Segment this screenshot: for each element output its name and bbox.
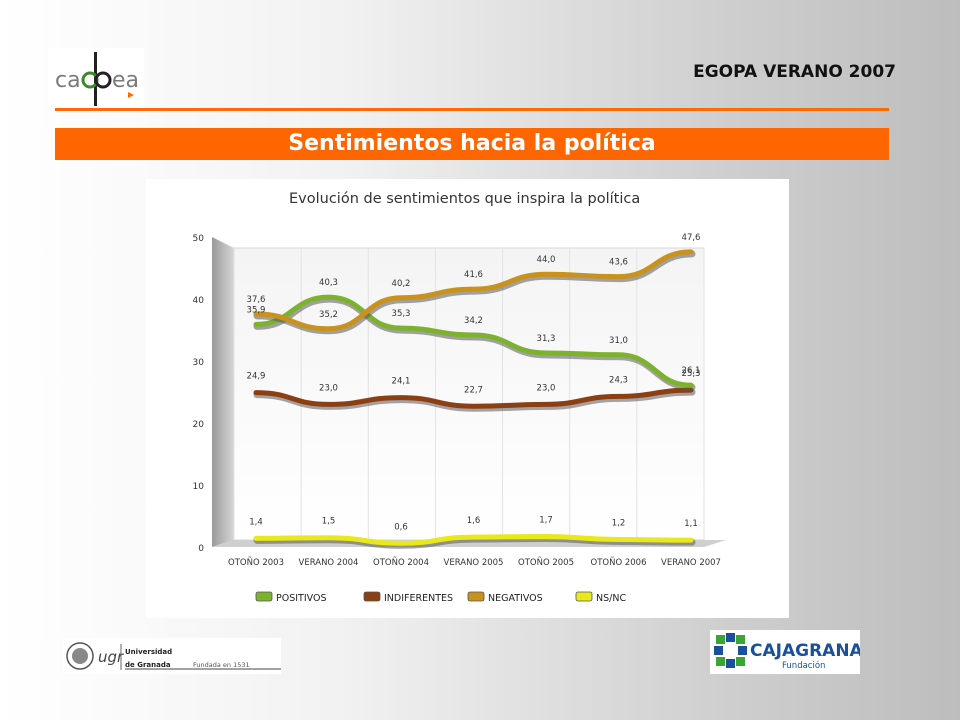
logo-text: ca: [55, 68, 81, 93]
data-point: [617, 538, 620, 542]
section-banner: Sentimientos hacia la política: [55, 128, 889, 160]
data-label: 34,2: [464, 316, 483, 326]
page-title: EGOPA VERANO 2007: [693, 62, 896, 82]
data-label: 44,0: [537, 255, 556, 265]
data-label: 24,1: [392, 377, 411, 387]
data-point: [327, 536, 330, 540]
data-point: [399, 396, 403, 400]
data-label: 1,4: [249, 517, 263, 527]
legend-label: POSITIVOS: [276, 593, 326, 604]
ugr-acronym: ugr: [98, 648, 124, 666]
data-label: 1,5: [322, 517, 336, 527]
data-label: 0,6: [394, 522, 408, 532]
data-label: 41,6: [464, 270, 483, 280]
data-label: 22,7: [464, 385, 483, 395]
data-label: 40,2: [392, 279, 411, 289]
data-label: 35,3: [392, 309, 411, 319]
line-chart: Evolución de sentimientos que inspira la…: [193, 191, 726, 604]
ugr-name-line1: Universidad: [125, 648, 172, 656]
data-point: [544, 402, 548, 406]
y-tick-label: 10: [193, 482, 205, 492]
data-point: [327, 402, 330, 406]
x-tick-label: VERANO 2005: [444, 558, 504, 568]
chart-panel: Evolución de sentimientos que inspira la…: [146, 179, 789, 618]
svg-text:ea: ea: [112, 68, 139, 93]
ugr-name-line2: de Granada: [125, 661, 171, 669]
data-point: [327, 327, 330, 331]
x-tick-label: VERANO 2004: [299, 558, 359, 568]
data-label: 35,2: [319, 310, 338, 320]
data-point: [254, 322, 258, 326]
x-tick-label: OTOÑO 2006: [591, 557, 647, 568]
legend-swatch: [467, 591, 485, 602]
data-point: [327, 295, 330, 299]
logo-arrow-icon: [128, 92, 134, 98]
logo-p-bowl: [94, 71, 112, 89]
data-point: [544, 351, 548, 355]
data-point: [472, 333, 475, 337]
data-point: [472, 535, 475, 539]
x-tick-label: OTOÑO 2004: [373, 557, 429, 568]
data-point: [399, 296, 403, 300]
data-label: 1,2: [612, 519, 626, 529]
data-label: 25,3: [682, 369, 701, 379]
data-point: [617, 275, 620, 279]
data-label: 31,3: [537, 334, 556, 344]
y-tick-label: 20: [193, 420, 205, 430]
ugr-seal-icon: [66, 642, 94, 670]
legend-label: NEGATIVOS: [488, 593, 543, 604]
data-point: [689, 383, 693, 387]
data-label: 24,9: [247, 372, 266, 382]
data-point: [689, 250, 693, 254]
x-tick-label: OTOÑO 2005: [518, 557, 574, 568]
y-tick-label: 40: [193, 296, 205, 306]
data-label: 47,6: [682, 233, 701, 243]
legend-label: INDIFERENTES: [384, 593, 453, 604]
ugr-founded: Fundada en 1531: [193, 661, 250, 669]
data-label: 1,1: [684, 519, 698, 529]
data-label: 43,6: [609, 258, 628, 268]
data-label: 23,0: [537, 383, 556, 393]
data-label: 40,3: [319, 278, 338, 288]
x-tick-label: VERANO 2007: [661, 558, 721, 568]
cadpea-logo: ca ea: [48, 48, 144, 108]
data-point: [399, 326, 403, 330]
legend-label: NS/NC: [596, 593, 626, 604]
cajagranada-logo: CAJAGRANADA Fundación: [710, 630, 891, 674]
data-point: [254, 312, 258, 316]
data-label: 37,6: [247, 295, 266, 305]
y-tick-label: 50: [193, 234, 205, 244]
x-tick-label: OTOÑO 2003: [228, 557, 284, 568]
data-point: [617, 394, 620, 398]
data-label: 23,0: [319, 383, 338, 393]
cajagranada-name: CAJAGRANADA: [750, 641, 860, 661]
data-label: 35,9: [247, 305, 266, 315]
data-label: 24,3: [609, 375, 628, 385]
legend-swatch: [255, 591, 273, 602]
ugr-logo: ugr Universidad de Granada Fundada en 15…: [63, 638, 281, 674]
data-label: 1,6: [467, 516, 481, 526]
data-point: [472, 287, 475, 291]
y-tick-label: 30: [193, 358, 205, 368]
chart-title: Evolución de sentimientos que inspira la…: [289, 191, 640, 207]
data-point: [617, 353, 620, 357]
legend-swatch: [363, 591, 381, 602]
data-point: [399, 541, 403, 545]
legend-swatch: [575, 591, 593, 602]
cajagranada-sub: Fundación: [782, 660, 825, 671]
y-tick-label: 0: [198, 544, 204, 554]
data-point: [544, 272, 548, 276]
data-point: [472, 404, 475, 408]
data-label: 31,0: [609, 336, 628, 346]
data-label: 26,1: [682, 366, 701, 376]
data-point: [544, 534, 548, 538]
header-divider: [55, 108, 889, 111]
data-point: [689, 538, 693, 542]
chart-side-wall: [212, 237, 234, 547]
data-label: 1,7: [539, 515, 553, 525]
cajagranada-emblem-icon: [714, 633, 747, 668]
data-point: [254, 536, 258, 540]
data-point: [254, 391, 258, 395]
